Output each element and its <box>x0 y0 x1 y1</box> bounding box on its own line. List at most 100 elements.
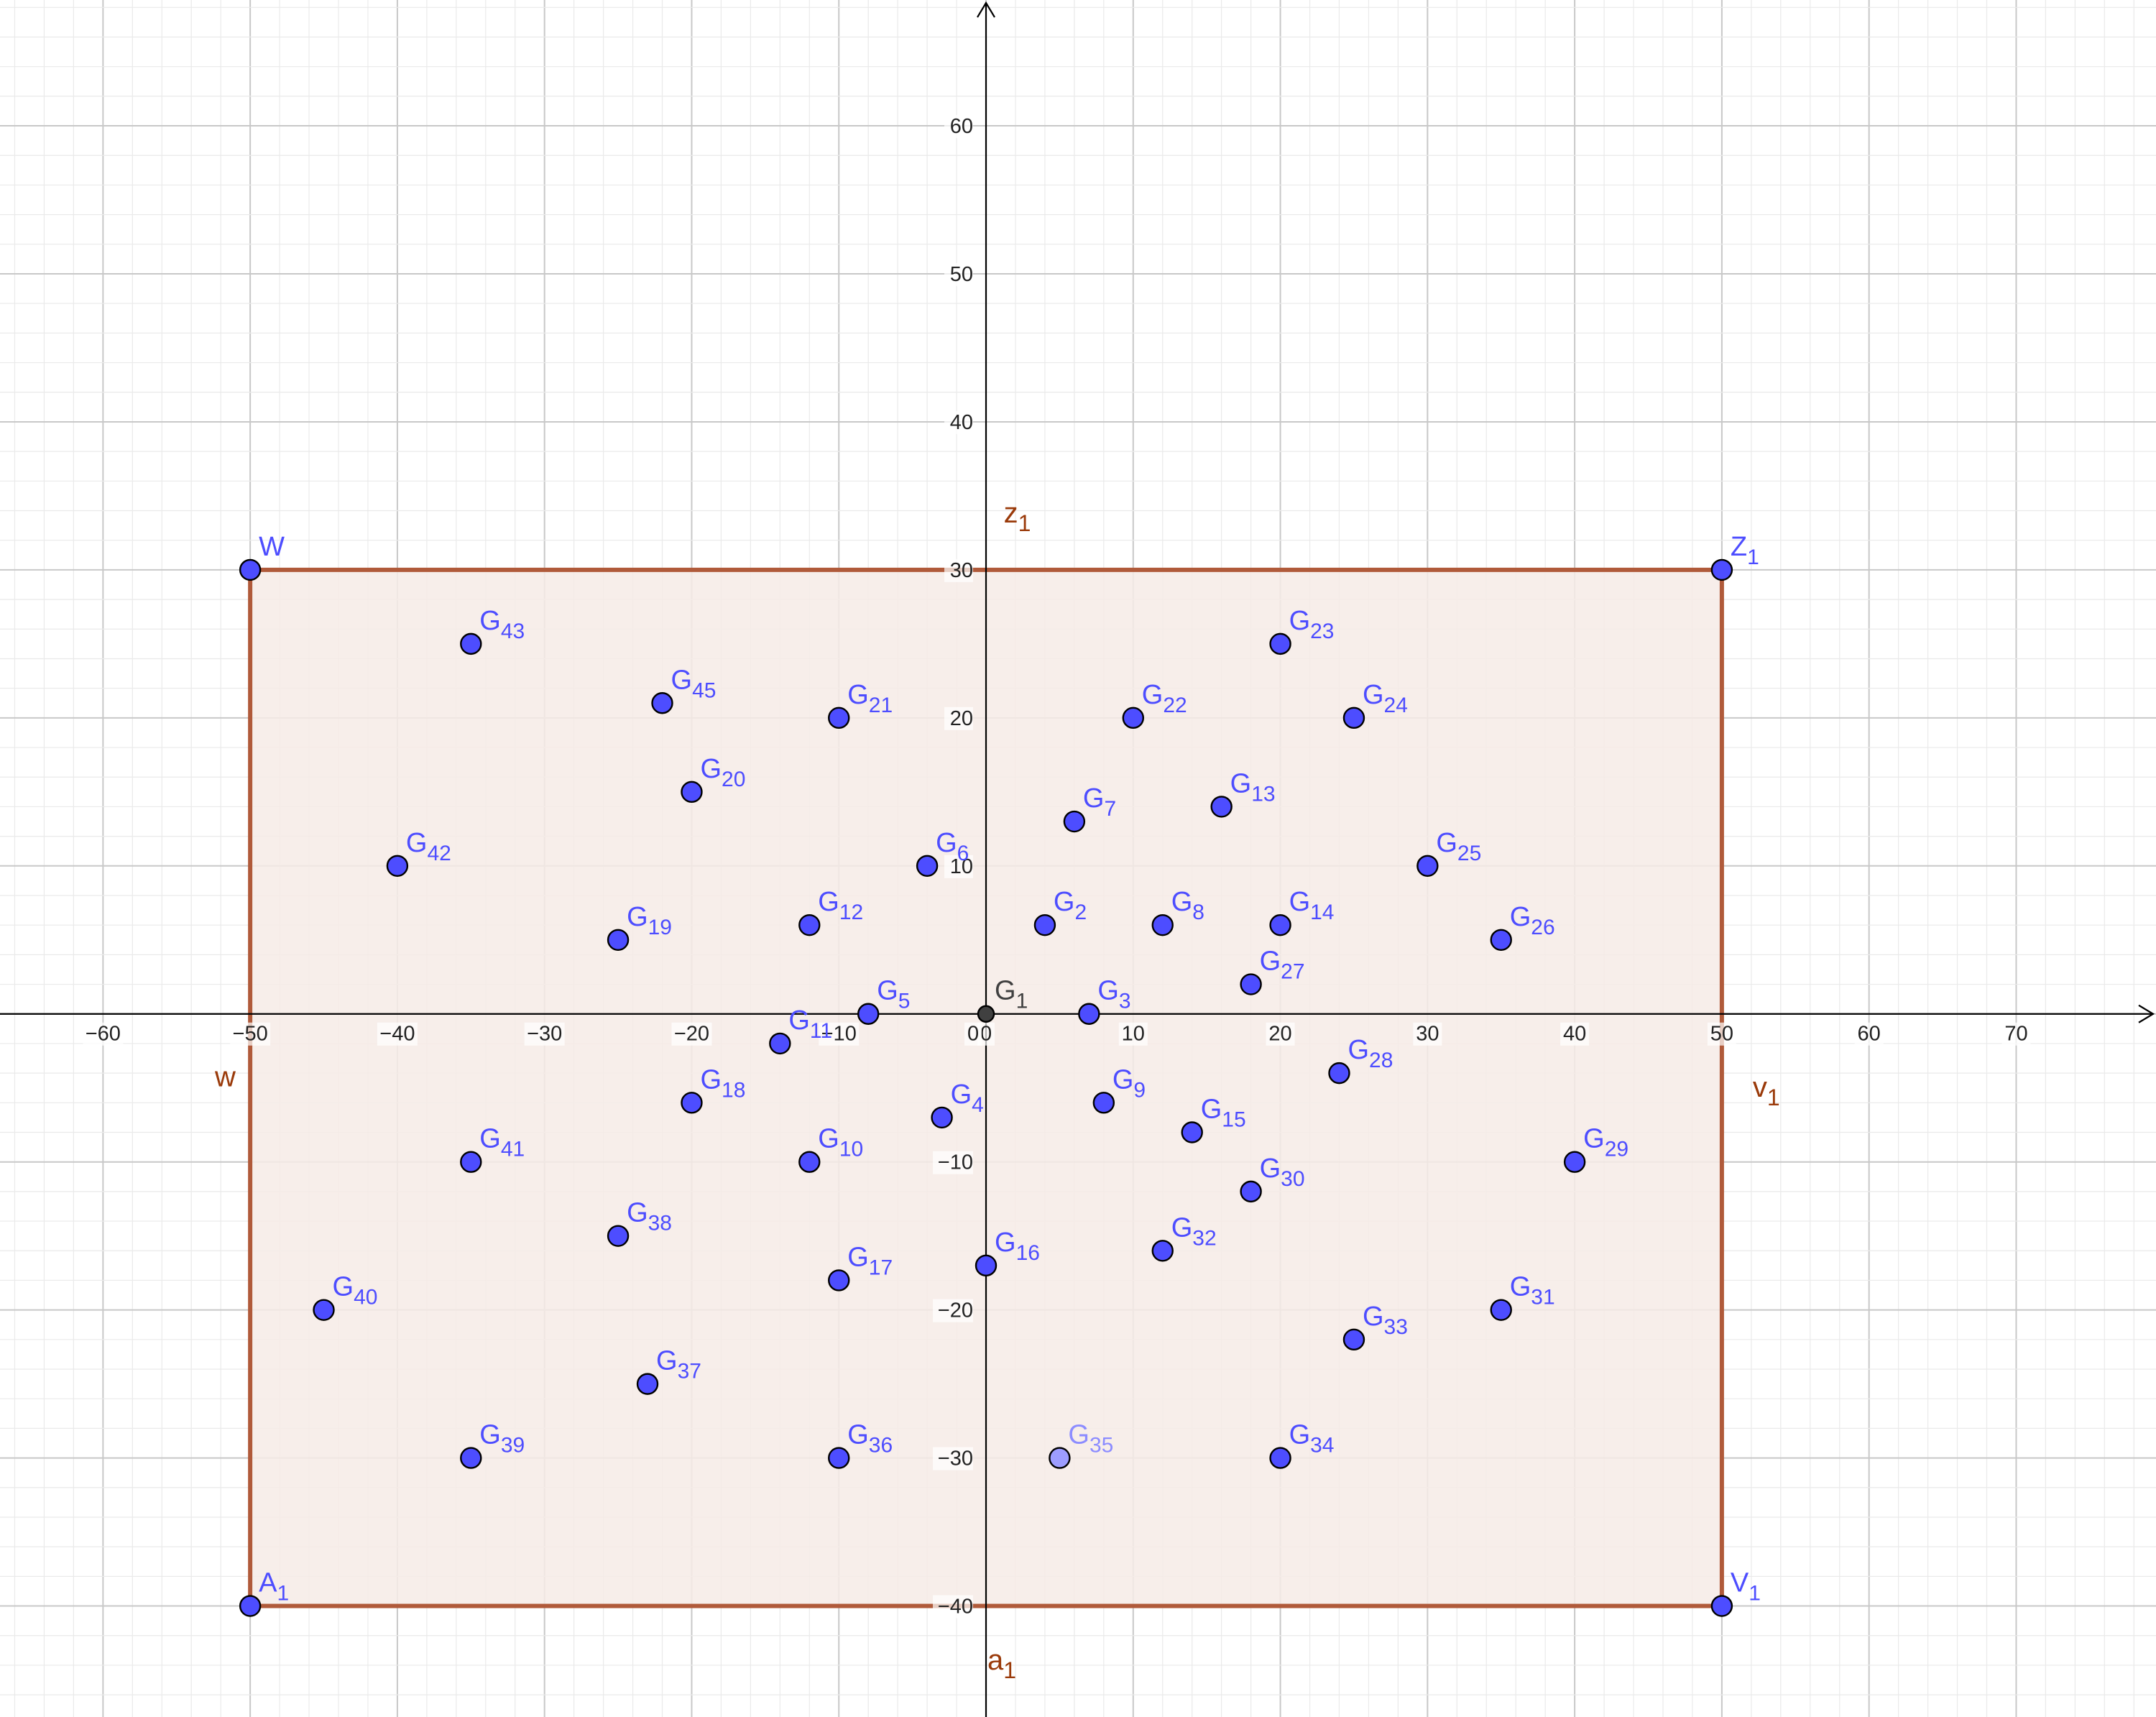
point-G14[interactable] <box>1269 913 1291 936</box>
point-G27[interactable] <box>1240 973 1262 995</box>
point-G18[interactable] <box>681 1092 703 1114</box>
point-G13[interactable] <box>1210 796 1233 818</box>
point-G3[interactable] <box>1078 1003 1100 1025</box>
point-G29[interactable] <box>1563 1151 1586 1173</box>
point-G4[interactable] <box>931 1106 953 1129</box>
point-G34[interactable] <box>1269 1447 1291 1469</box>
point-G17[interactable] <box>828 1269 850 1292</box>
x-tick-label-bg <box>2001 1022 2031 1046</box>
x-tick-label: 50 <box>1710 1023 1733 1046</box>
point-G7[interactable] <box>1063 810 1086 833</box>
y-tick-label: 40 <box>950 411 973 434</box>
point-G33[interactable] <box>1342 1328 1365 1351</box>
x-tick-label-bg <box>1266 1022 1295 1046</box>
point-G23[interactable] <box>1269 632 1291 655</box>
point-G45[interactable] <box>651 692 673 714</box>
point-G39[interactable] <box>460 1447 482 1469</box>
point-G26[interactable] <box>1490 929 1512 951</box>
x-tick-label: 70 <box>2004 1023 2027 1046</box>
point-G40[interactable] <box>313 1299 335 1321</box>
x-tick-label: −40 <box>379 1023 415 1046</box>
point-label-V1: V1 <box>1731 1568 1761 1606</box>
segment-label-w: w <box>214 1062 236 1093</box>
point-G2[interactable] <box>1033 913 1056 936</box>
x-tick-label-bg <box>524 1022 565 1046</box>
point-G8[interactable] <box>1151 913 1174 936</box>
x-tick-label: −20 <box>674 1023 709 1046</box>
x-tick-label-bg <box>1707 1022 1736 1046</box>
y-tick-label-bg <box>933 1299 974 1322</box>
point-A1[interactable] <box>239 1595 262 1617</box>
tick-labels: −60 −50 −40 −30 −20 −10 0 10 20 30 40 50 60 70 0 −40 −30… <box>83 115 2031 1619</box>
y-tick-label: −40 <box>938 1596 973 1619</box>
origin-tick-label: 0 <box>967 1023 979 1046</box>
point-G35[interactable] <box>1049 1447 1071 1469</box>
y-tick-label-bg <box>944 855 974 878</box>
y-tick-label: 20 <box>950 707 973 730</box>
point-G41[interactable] <box>460 1151 482 1173</box>
x-tick-label: 0 <box>980 1023 992 1046</box>
origin-tick-label-bg <box>964 1022 982 1046</box>
y-tick-label-bg <box>944 410 974 434</box>
point-G37[interactable] <box>636 1373 659 1395</box>
x-tick-label: 60 <box>1858 1023 1881 1046</box>
y-axis-arrow <box>977 1 995 18</box>
x-tick-label: 10 <box>1122 1023 1145 1046</box>
point-G12[interactable] <box>798 913 821 936</box>
y-tick-label: 60 <box>950 115 973 138</box>
point-G30[interactable] <box>1240 1180 1262 1203</box>
y-tick-label-bg <box>944 706 974 730</box>
y-tick-label: −30 <box>938 1447 973 1470</box>
point-G25[interactable] <box>1416 855 1439 877</box>
y-tick-label: −20 <box>938 1299 973 1322</box>
point-G15[interactable] <box>1181 1121 1203 1143</box>
y-tick-label: 30 <box>950 559 973 582</box>
point-G16[interactable] <box>975 1254 998 1277</box>
point-G36[interactable] <box>828 1447 850 1469</box>
segment-label-z1: z1 <box>1004 497 1031 536</box>
point-G5[interactable] <box>857 1003 880 1025</box>
point-G28[interactable] <box>1328 1062 1350 1085</box>
point-label-Z1: Z1 <box>1731 532 1759 569</box>
point-label-W: W <box>259 532 285 562</box>
y-tick-label-bg <box>944 115 974 139</box>
x-tick-label: −60 <box>86 1023 121 1046</box>
point-G32[interactable] <box>1151 1240 1174 1262</box>
y-tick-label: −10 <box>938 1151 973 1174</box>
segment-label-a1: a1 <box>987 1644 1016 1683</box>
x-tick-label: −50 <box>233 1023 268 1046</box>
point-G10[interactable] <box>798 1151 821 1173</box>
point-G22[interactable] <box>1122 706 1144 729</box>
x-tick-label-bg <box>83 1022 124 1046</box>
x-tick-label-bg <box>671 1022 712 1046</box>
x-tick-label: 30 <box>1416 1023 1439 1046</box>
segment-label-v1: v1 <box>1753 1072 1780 1110</box>
point-V1[interactable] <box>1710 1595 1733 1617</box>
y-tick-label-bg <box>933 1151 974 1174</box>
x-tick-label: −10 <box>821 1023 857 1046</box>
point-G11[interactable] <box>769 1032 791 1055</box>
point-G9[interactable] <box>1092 1092 1115 1114</box>
point-G38[interactable] <box>607 1225 630 1247</box>
point-G19[interactable] <box>607 929 630 951</box>
x-tick-label-bg <box>1118 1022 1148 1046</box>
y-tick-label: 10 <box>950 855 973 878</box>
point-G6[interactable] <box>916 855 939 877</box>
point-G1[interactable] <box>977 1005 995 1023</box>
x-tick-label-bg <box>1560 1022 1590 1046</box>
point-Z1[interactable] <box>1710 558 1733 581</box>
point-G20[interactable] <box>681 781 703 804</box>
point-G21[interactable] <box>828 706 850 729</box>
point-G43[interactable] <box>460 632 482 655</box>
y-tick-label-bg <box>933 1595 974 1619</box>
x-tick-label: −30 <box>527 1023 562 1046</box>
point-G42[interactable] <box>386 855 409 877</box>
y-tick-label-bg <box>944 263 974 287</box>
y-tick-label-bg <box>944 558 974 582</box>
point-G24[interactable] <box>1342 706 1365 729</box>
point-G31[interactable] <box>1490 1299 1512 1321</box>
x-tick-label: 40 <box>1563 1023 1586 1046</box>
point-W[interactable] <box>239 558 262 581</box>
